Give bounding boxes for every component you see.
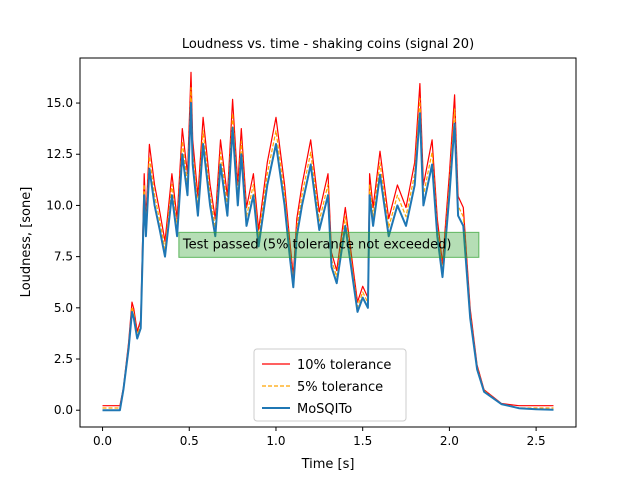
series-line-0 [102,71,554,407]
legend-label-mosqito: MoSQITo [297,402,352,417]
legend-label-10pct: 10% tolerance [297,358,391,373]
annotation: Test passed (5% tolerance not exceeded) [178,231,480,258]
x-axis-label: Time [s] [301,457,355,472]
legend-box [253,348,407,422]
series-line-2 [102,102,554,412]
legend: 10% tolerance 5% tolerance MoSQITo [253,348,407,422]
y-axis-label: Loudness, [sone] [19,187,34,298]
y-tick-label: 5.0 [54,301,73,315]
x-axis-ticks: 0.0 0.5 1.0 1.5 2.0 2.5 [93,427,546,448]
y-tick-label: 7.5 [54,250,73,264]
x-tick-label: 1.5 [353,434,372,448]
x-tick-label: 0.0 [93,434,112,448]
plot-lines [102,71,554,412]
y-tick-label: 0.0 [54,403,73,417]
x-tick-label: 2.0 [440,434,459,448]
y-tick-label: 12.5 [46,147,73,161]
annotation-text: Test passed (5% tolerance not exceeded) [182,237,452,252]
y-tick-label: 2.5 [54,352,73,366]
annotation-box [178,231,480,258]
x-tick-label: 2.5 [527,434,546,448]
y-tick-label: 15.0 [46,96,73,110]
plot-frame [79,57,577,428]
legend-label-5pct: 5% tolerance [297,380,383,395]
x-tick-label: 1.0 [266,434,285,448]
x-tick-label: 0.5 [180,434,199,448]
y-axis-ticks: 0.0 2.5 5.0 7.5 10.0 12.5 15.0 [46,96,80,417]
y-tick-label: 10.0 [46,198,73,212]
chart-title: Loudness vs. time - shaking coins (signa… [182,37,474,52]
